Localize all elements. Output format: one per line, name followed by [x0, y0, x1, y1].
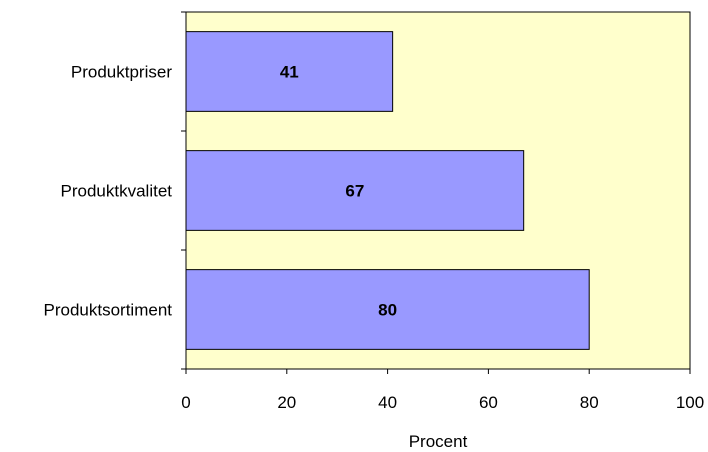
- x-tick-label: 0: [181, 393, 190, 412]
- bar-produktpriser: [185, 31, 394, 112]
- x-tick-labels-group: 0 20 40 60 80 100: [181, 393, 704, 412]
- bar-produktsortiment: [185, 269, 590, 350]
- x-axis-title: Procent: [409, 432, 468, 451]
- x-tick-label: 60: [479, 393, 498, 412]
- x-tick-label: 20: [277, 393, 296, 412]
- data-label: 41: [280, 63, 299, 82]
- data-label: 80: [378, 301, 397, 320]
- x-tick-label: 40: [378, 393, 397, 412]
- bars-group: [185, 31, 590, 350]
- category-labels-group: Produktpriser Produktkvalitet Produktsorti…: [44, 63, 173, 320]
- category-label: Produktpriser: [71, 63, 172, 82]
- data-labels-group: 41 67 80: [280, 63, 397, 320]
- x-axis-ticks: [185, 369, 691, 374]
- y-axis-ticks: [181, 11, 186, 370]
- category-label: Produktsortiment: [44, 301, 173, 320]
- bar-produktkvalitet: [185, 150, 525, 231]
- category-label: Produktkvalitet: [61, 182, 173, 201]
- x-tick-label: 80: [580, 393, 599, 412]
- x-tick-label: 100: [676, 393, 704, 412]
- data-label: 67: [345, 182, 364, 201]
